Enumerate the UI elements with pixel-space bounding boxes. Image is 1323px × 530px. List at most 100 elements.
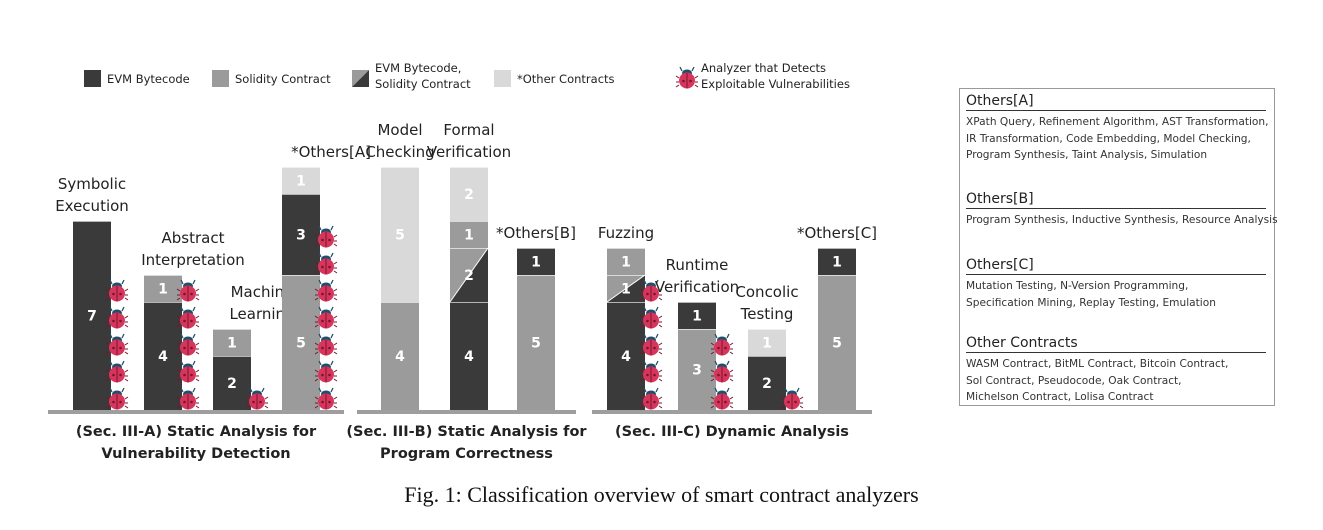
figure-caption: Fig. 1: Classification overview of smart… [404,482,919,507]
bug-icon [639,360,663,383]
bar-segment-solidity [213,328,251,356]
bar-segment-evm [678,301,716,329]
segment-value-label: 2 [464,187,474,203]
bar-segment-evm [213,355,251,410]
bar-label: Symbolic [58,175,126,193]
bar-segment-other [748,328,786,356]
bar-label: Model [377,121,422,139]
bug-icon [105,306,129,329]
segment-value-label: 5 [296,336,306,352]
legend-swatch [212,70,229,87]
segment-value-label: 2 [762,376,772,392]
bar-label: Concolic [735,283,798,301]
bar-label: Fuzzing [598,224,654,242]
segment-value-label: 1 [227,336,237,352]
legend-label: Analyzer that Detects [701,61,826,75]
others-b-body: Program Synthesis, Inductive Synthesis, … [966,212,1278,229]
legend-label: EVM Bytecode, [375,61,461,75]
bar-segment-evm [818,247,856,275]
group-title: (Sec. III-A) Static Analysis for [76,424,317,440]
bug-icon [639,333,663,356]
segment-value-label: 1 [158,282,168,298]
other-contracts-line: Sol Contract, Pseudocode, Oak Contract, [966,374,1182,387]
bug-icon [639,306,663,329]
segment-value-label: 5 [832,336,842,352]
bar-label: Checking [365,143,434,161]
bar-label: Machine [231,283,294,301]
segment-value-label: 1 [621,282,631,298]
others-b-section: Others[B] Program Synthesis, Inductive S… [966,191,1278,229]
legend-bug-icon [675,66,699,89]
other-contracts-line: WASM Contract, BitML Contract, Bitcoin C… [966,358,1229,370]
segment-value-label: 4 [621,349,631,365]
bar-segment-other [381,166,419,302]
bar-label: Testing [740,305,794,323]
bar-segment-other [450,166,488,221]
others-c-section: Others[C] Mutation Testing, N-Version Pr… [966,257,1266,311]
bug-icon [176,387,200,410]
legend-label: *Other Contracts [517,72,615,86]
group-title: Vulnerability Detection [101,446,290,462]
legend-swatch [494,70,511,87]
bar-label: Execution [55,197,129,215]
bar-label: Verification [427,143,511,161]
others-panel: Others[A] XPath Query, Refinement Algori… [959,88,1278,406]
chart: EVM Bytecode Solidity Contract EVM Bytecod… [48,61,877,462]
group-title: (Sec. III-B) Static Analysis for [346,424,587,440]
others-a-line: Program Synthesis, Taint Analysis, Simul… [966,149,1208,161]
others-c-title: Others[C] [966,257,1266,275]
axis-baseline [357,410,576,414]
segment-value-label: 2 [464,268,474,284]
bar-segment-evm [73,220,111,410]
others-c-line: Specification Mining, Replay Testing, Em… [966,296,1216,309]
group-title: Program Correctness [380,446,553,462]
bug-icon [105,387,129,410]
axis-baseline [48,410,344,414]
bug-icon [176,279,200,302]
bug-icon [710,333,734,356]
segment-value-label: 1 [762,336,772,352]
bar-segment-solidity [282,274,320,410]
legend-label: Solidity Contract [235,72,331,86]
others-a-body: XPath Query, Refinement Algorithm, AST T… [966,114,1269,164]
others-a-line: XPath Query, Refinement Algorithm, AST T… [966,116,1269,128]
bug-icon [314,252,338,275]
bug-icon [176,306,200,329]
legend-label: Solidity Contract [375,77,471,91]
legend-label: Exploitable Vulnerabilities [701,77,850,91]
segment-value-label: 1 [832,255,842,271]
other-contracts-title: Other Contracts [966,335,1266,353]
other-contracts-line: Michelson Contract, Lolisa Contract [966,391,1154,403]
group-title: (Sec. III-C) Dynamic Analysis [615,424,849,440]
bar-label: Formal [443,121,494,139]
bar-segment-other [282,166,320,194]
bug-icon [314,279,338,302]
bar-label: Verification [655,278,739,296]
bug-icon [105,360,129,383]
segment-value-label: 1 [531,255,541,271]
bug-icon [105,279,129,302]
bar-label: *Others[C] [797,224,877,242]
bar-label: Learning [229,305,294,323]
segment-value-label: 4 [158,349,168,365]
segment-value-label: 1 [464,228,474,244]
segment-value-label: 5 [395,228,405,244]
bar-segment-evm [282,193,320,275]
bug-icon [314,333,338,356]
segment-value-label: 3 [296,228,306,244]
bug-icon [710,360,734,383]
bug-icon [314,306,338,329]
other-contracts-section: Other Contracts WASM Contract, BitML Con… [966,335,1266,406]
bar-segment-evm [517,247,555,275]
bar-segment-evm [607,301,645,410]
bar-segment-solidity [144,274,182,302]
others-b-line: Program Synthesis, Inductive Synthesis, … [966,214,1278,226]
segment-value-label: 5 [531,336,541,352]
bar-segment-evm [144,301,182,410]
segment-value-label: 1 [621,255,631,271]
bug-icon [176,360,200,383]
bar-segment-evm [450,301,488,410]
legend-label: EVM Bytecode [107,72,190,86]
segment-value-label: 3 [692,363,702,379]
others-a-line: IR Transformation, Code Embedding, Model… [966,132,1251,145]
